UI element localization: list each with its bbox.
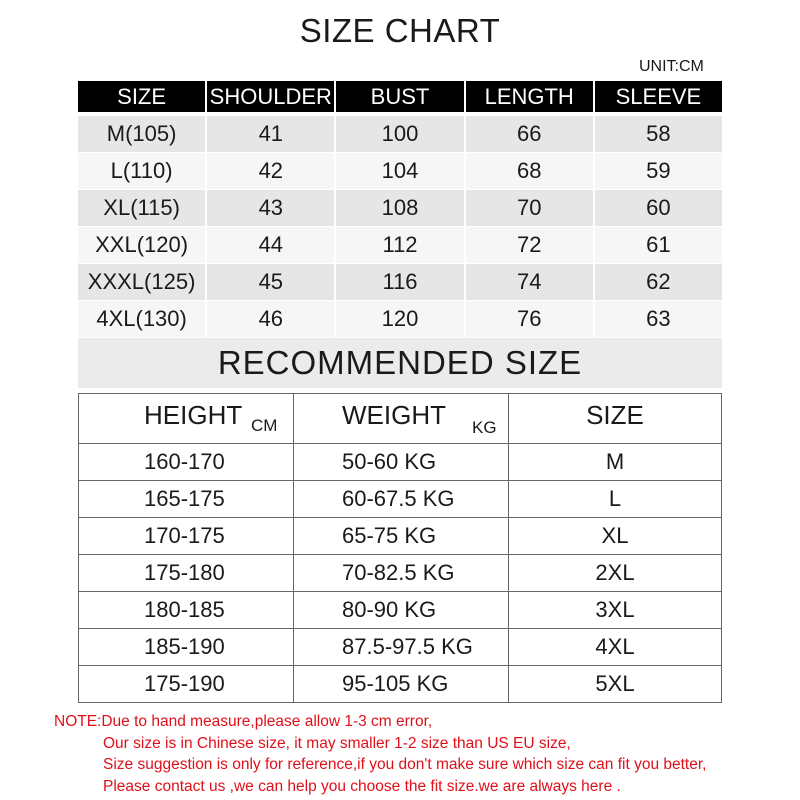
table-cell: 46	[207, 301, 335, 338]
table-cell: 59	[594, 153, 723, 190]
size-table-row: XXL(120) 44 112 72 61	[78, 227, 723, 264]
table-cell: 170-175	[79, 518, 294, 554]
table-cell: 43	[207, 190, 335, 227]
recommended-table-row: 170-175 65-75 KG XL	[79, 517, 721, 554]
header-cell-weight: WEIGHT KG	[294, 394, 509, 443]
table-cell: 116	[336, 264, 464, 301]
table-cell: 2XL	[595, 560, 635, 585]
recommended-table-row: 180-185 80-90 KG 3XL	[79, 591, 721, 628]
note-line: Our size is in Chinese size, it may smal…	[103, 734, 571, 752]
table-cell: 65-75 KG	[294, 518, 509, 554]
table-cell: M(105)	[78, 116, 206, 153]
recommended-table: HEIGHT CM WEIGHT KG SIZE 160-170 50-60 KG…	[78, 393, 722, 703]
recommended-table-row: 165-175 60-67.5 KG L	[79, 480, 721, 517]
table-cell: 58	[594, 116, 723, 153]
table-cell: 74	[465, 264, 593, 301]
table-cell: 4XL(130)	[78, 301, 206, 338]
height-label: HEIGHT	[144, 400, 243, 430]
table-cell: 66	[465, 116, 593, 153]
table-cell: 160-170	[79, 444, 294, 480]
table-cell: 62	[594, 264, 723, 301]
header-cell: SHOULDER	[207, 81, 335, 113]
unit-label: UNIT:CM	[639, 58, 704, 75]
table-cell: 60	[594, 190, 723, 227]
table-cell: 50-60 KG	[294, 444, 509, 480]
table-cell: M	[605, 449, 625, 474]
recommended-table-row: 175-180 70-82.5 KG 2XL	[79, 554, 721, 591]
table-cell: 95-105 KG	[294, 666, 509, 702]
table-cell: 45	[207, 264, 335, 301]
table-cell: 42	[207, 153, 335, 190]
header-cell-size: SIZE	[586, 400, 644, 430]
note-line: Size suggestion is only for reference,if…	[103, 756, 707, 773]
recommended-table-row: 160-170 50-60 KG M	[79, 443, 721, 480]
page-title: SIZE CHART	[299, 12, 501, 49]
weight-label: WEIGHT	[342, 400, 446, 430]
weight-unit: KG	[472, 418, 497, 437]
table-cell: 5XL	[595, 671, 635, 696]
table-cell: 175-190	[79, 666, 294, 702]
recommended-table-row: 175-190 95-105 KG 5XL	[79, 665, 721, 702]
size-table-row: 4XL(130) 46 120 76 63	[78, 301, 723, 338]
table-cell: 120	[336, 301, 464, 338]
size-table: SIZE SHOULDER BUST LENGTH SLEEVE M(105) 4…	[78, 81, 723, 338]
header-cell: SIZE	[78, 81, 206, 113]
header-cell: BUST	[336, 81, 464, 113]
table-cell: 185-190	[79, 629, 294, 665]
table-cell: 68	[465, 153, 593, 190]
size-table-row: XL(115) 43 108 70 60	[78, 190, 723, 227]
table-cell: 76	[465, 301, 593, 338]
table-cell: L(110)	[78, 153, 206, 190]
table-cell: 3XL	[595, 597, 635, 622]
table-cell: 180-185	[79, 592, 294, 628]
table-cell: 112	[336, 227, 464, 264]
note: NOTE:Due to hand measure,please allow 1-…	[54, 711, 706, 797]
recommended-table-header: HEIGHT CM WEIGHT KG SIZE	[79, 394, 721, 443]
note-line: NOTE:Due to hand measure,please allow 1-…	[54, 713, 433, 730]
table-cell: XL(115)	[78, 190, 206, 227]
table-cell: 4XL	[595, 634, 635, 659]
table-cell: XL	[601, 523, 629, 548]
table-cell: L	[608, 486, 622, 511]
recommended-size-title: RECOMMENDED SIZE	[78, 338, 722, 388]
table-cell: 70	[465, 190, 593, 227]
table-cell: 100	[336, 116, 464, 153]
header-cell: SLEEVE	[594, 81, 723, 113]
table-cell: 63	[594, 301, 723, 338]
header-cell-height: HEIGHT CM	[79, 394, 294, 443]
table-cell: 60-67.5 KG	[294, 481, 509, 517]
table-cell: 165-175	[79, 481, 294, 517]
table-cell: 41	[207, 116, 335, 153]
recommended-table-row: 185-190 87.5-97.5 KG 4XL	[79, 628, 721, 665]
size-table-row: L(110) 42 104 68 59	[78, 153, 723, 190]
table-cell: 175-180	[79, 555, 294, 591]
table-cell: XXL(120)	[78, 227, 206, 264]
table-cell: XXXL(125)	[78, 264, 206, 301]
note-line: Please contact us ,we can help you choos…	[103, 777, 621, 795]
table-cell: 70-82.5 KG	[294, 555, 509, 591]
table-cell: 72	[465, 227, 593, 264]
table-cell: 44	[207, 227, 335, 264]
table-cell: 61	[594, 227, 723, 264]
table-cell: 80-90 KG	[294, 592, 509, 628]
table-cell: 87.5-97.5 KG	[294, 629, 509, 665]
size-table-row: XXXL(125) 45 116 74 62	[78, 264, 723, 301]
size-table-header: SIZE SHOULDER BUST LENGTH SLEEVE	[78, 81, 723, 113]
table-cell: 108	[336, 190, 464, 227]
height-unit: CM	[251, 416, 278, 435]
size-table-row: M(105) 41 100 66 58	[78, 116, 723, 153]
table-cell: 104	[336, 153, 464, 190]
header-cell: LENGTH	[465, 81, 593, 113]
